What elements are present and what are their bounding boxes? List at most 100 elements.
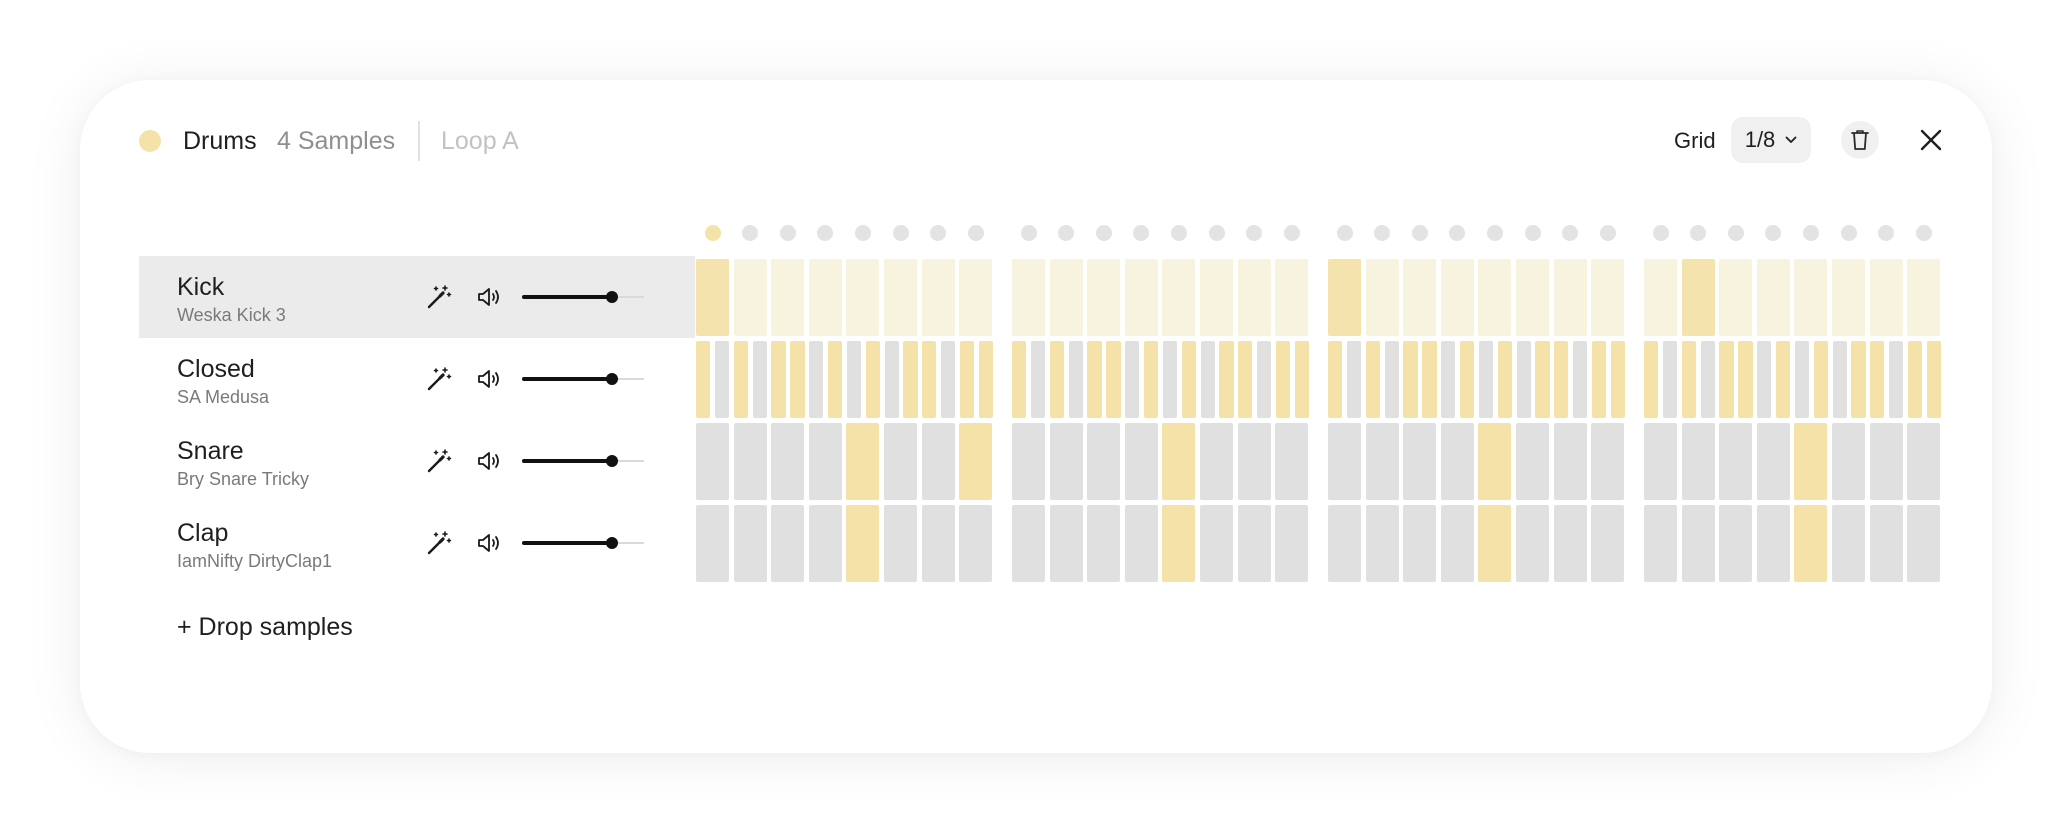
step-cell-closed[interactable] xyxy=(827,341,843,418)
step-cell-clap[interactable] xyxy=(921,505,955,582)
step-cell-snare[interactable] xyxy=(733,423,767,500)
step-cell-snare[interactable] xyxy=(1087,423,1121,500)
step-cell-snare[interactable] xyxy=(1012,423,1045,500)
step-cell-closed[interactable] xyxy=(1125,341,1140,418)
step-cell-closed[interactable] xyxy=(1516,341,1531,418)
step-cell-kick[interactable] xyxy=(696,259,729,336)
step-cell-closed[interactable] xyxy=(1294,341,1309,418)
step-cell-closed[interactable] xyxy=(1535,341,1550,418)
speaker-icon[interactable] xyxy=(476,448,502,474)
step-cell-closed[interactable] xyxy=(1907,341,1923,418)
step-cell-kick[interactable] xyxy=(1124,259,1158,336)
step-cell-closed[interactable] xyxy=(1554,341,1569,418)
step-cell-closed[interactable] xyxy=(1403,341,1418,418)
step-cell-snare[interactable] xyxy=(1049,423,1083,500)
step-cell-clap[interactable] xyxy=(1516,505,1549,582)
step-cell-clap[interactable] xyxy=(846,505,880,582)
step-cell-kick[interactable] xyxy=(921,259,955,336)
step-cell-kick[interactable] xyxy=(1794,259,1828,336)
step-cell-clap[interactable] xyxy=(696,505,729,582)
step-cell-kick[interactable] xyxy=(1591,259,1625,336)
step-cell-closed[interactable] xyxy=(1662,341,1678,418)
step-cell-closed[interactable] xyxy=(1926,341,1941,418)
step-cell-kick[interactable] xyxy=(1719,259,1753,336)
step-cell-snare[interactable] xyxy=(1365,423,1399,500)
close-button[interactable] xyxy=(1917,126,1945,154)
step-cell-closed[interactable] xyxy=(865,341,880,418)
step-cell-kick[interactable] xyxy=(1644,259,1677,336)
step-cell-clap[interactable] xyxy=(1869,505,1903,582)
step-cell-closed[interactable] xyxy=(922,341,937,418)
step-cell-snare[interactable] xyxy=(921,423,955,500)
step-cell-clap[interactable] xyxy=(733,505,767,582)
step-cell-closed[interactable] xyxy=(1030,341,1046,418)
step-cell-kick[interactable] xyxy=(771,259,805,336)
step-cell-clap[interactable] xyxy=(1403,505,1437,582)
step-cell-closed[interactable] xyxy=(1275,341,1291,418)
speaker-icon[interactable] xyxy=(476,284,502,310)
step-cell-snare[interactable] xyxy=(1440,423,1474,500)
step-cell-snare[interactable] xyxy=(1478,423,1512,500)
step-cell-clap[interactable] xyxy=(1237,505,1271,582)
step-cell-kick[interactable] xyxy=(1553,259,1587,336)
step-cell-closed[interactable] xyxy=(1049,341,1064,418)
step-cell-snare[interactable] xyxy=(1644,423,1677,500)
step-cell-closed[interactable] xyxy=(1832,341,1847,418)
step-cell-closed[interactable] xyxy=(1794,341,1810,418)
step-cell-clap[interactable] xyxy=(1328,505,1361,582)
track-row-kick[interactable]: Kick Weska Kick 3 xyxy=(139,256,695,338)
step-cell-closed[interactable] xyxy=(1775,341,1791,418)
step-cell-closed[interactable] xyxy=(1162,341,1178,418)
step-cell-closed[interactable] xyxy=(1328,341,1343,418)
step-cell-closed[interactable] xyxy=(1889,341,1904,418)
step-cell-snare[interactable] xyxy=(1832,423,1865,500)
step-cell-kick[interactable] xyxy=(808,259,842,336)
step-cell-closed[interactable] xyxy=(1681,341,1696,418)
step-cell-snare[interactable] xyxy=(1869,423,1903,500)
step-cell-snare[interactable] xyxy=(1275,423,1309,500)
step-cell-kick[interactable] xyxy=(1162,259,1196,336)
speaker-icon[interactable] xyxy=(476,366,502,392)
volume-slider[interactable] xyxy=(522,450,644,472)
step-cell-closed[interactable] xyxy=(752,341,767,418)
step-cell-snare[interactable] xyxy=(846,423,880,500)
step-cell-clap[interactable] xyxy=(1440,505,1474,582)
step-cell-kick[interactable] xyxy=(1440,259,1474,336)
step-cell-closed[interactable] xyxy=(1238,341,1253,418)
step-cell-closed[interactable] xyxy=(1870,341,1885,418)
step-cell-clap[interactable] xyxy=(1756,505,1790,582)
volume-slider[interactable] xyxy=(522,532,644,554)
step-cell-closed[interactable] xyxy=(1497,341,1512,418)
step-cell-clap[interactable] xyxy=(1087,505,1121,582)
step-cell-clap[interactable] xyxy=(884,505,917,582)
step-cell-closed[interactable] xyxy=(1738,341,1753,418)
step-cell-snare[interactable] xyxy=(1907,423,1941,500)
step-cell-snare[interactable] xyxy=(1794,423,1828,500)
magic-wand-icon[interactable] xyxy=(426,530,452,556)
step-cell-closed[interactable] xyxy=(903,341,918,418)
delete-button[interactable] xyxy=(1841,121,1879,159)
step-cell-kick[interactable] xyxy=(1200,259,1233,336)
volume-slider-knob[interactable] xyxy=(606,373,619,385)
step-cell-kick[interactable] xyxy=(733,259,767,336)
step-cell-snare[interactable] xyxy=(1328,423,1361,500)
step-cell-kick[interactable] xyxy=(1681,259,1715,336)
step-cell-closed[interactable] xyxy=(884,341,899,418)
step-cell-clap[interactable] xyxy=(1644,505,1677,582)
step-cell-clap[interactable] xyxy=(1124,505,1158,582)
step-cell-closed[interactable] xyxy=(809,341,824,418)
step-cell-closed[interactable] xyxy=(978,341,993,418)
step-cell-closed[interactable] xyxy=(1573,341,1588,418)
step-cell-closed[interactable] xyxy=(714,341,730,418)
step-cell-kick[interactable] xyxy=(846,259,880,336)
step-cell-snare[interactable] xyxy=(1719,423,1753,500)
step-cell-closed[interactable] xyxy=(1441,341,1456,418)
step-cell-closed[interactable] xyxy=(1478,341,1494,418)
volume-slider[interactable] xyxy=(522,368,644,390)
step-cell-kick[interactable] xyxy=(959,259,993,336)
step-cell-clap[interactable] xyxy=(1719,505,1753,582)
step-cell-clap[interactable] xyxy=(1794,505,1828,582)
step-cell-closed[interactable] xyxy=(771,341,786,418)
step-cell-kick[interactable] xyxy=(1275,259,1309,336)
step-cell-kick[interactable] xyxy=(1832,259,1865,336)
